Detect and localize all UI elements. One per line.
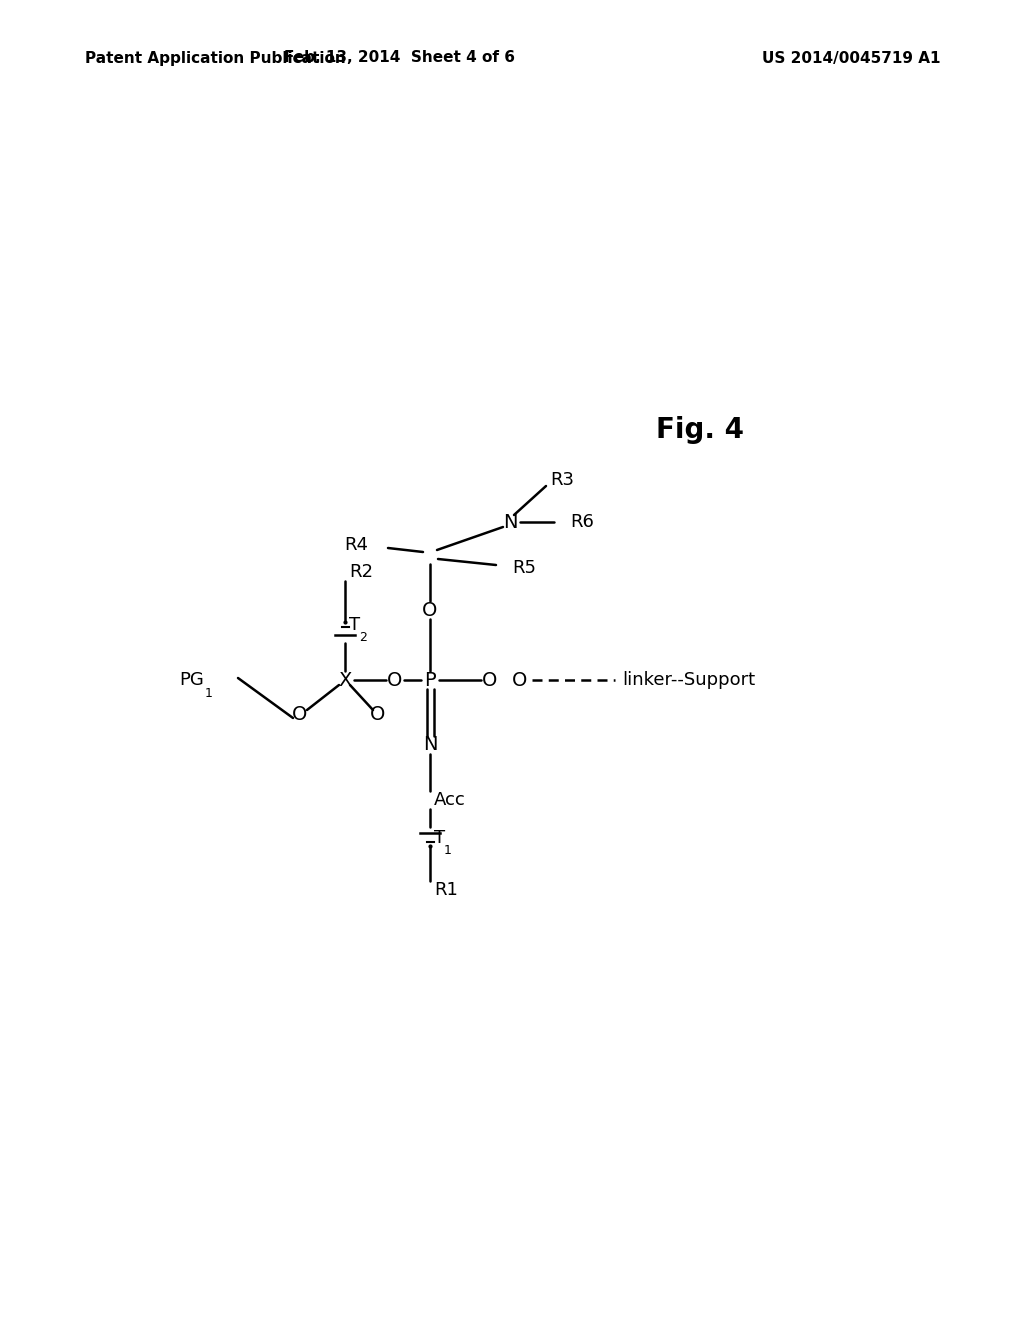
Text: T: T: [349, 616, 360, 634]
Text: T: T: [434, 829, 445, 847]
Text: Acc: Acc: [434, 791, 466, 809]
Text: O: O: [482, 671, 498, 689]
Text: R6: R6: [570, 513, 594, 531]
Text: N: N: [423, 735, 437, 755]
Text: N: N: [503, 512, 517, 532]
Text: R5: R5: [512, 558, 536, 577]
Text: 1: 1: [444, 843, 452, 857]
Text: R1: R1: [434, 880, 458, 899]
Text: O: O: [422, 601, 437, 619]
Text: P: P: [424, 671, 436, 689]
Text: 2: 2: [359, 631, 367, 644]
Text: O: O: [371, 705, 386, 725]
Text: PG: PG: [179, 671, 204, 689]
Text: Feb. 13, 2014  Sheet 4 of 6: Feb. 13, 2014 Sheet 4 of 6: [285, 50, 515, 66]
Text: R2: R2: [349, 564, 373, 581]
Text: R3: R3: [550, 471, 574, 488]
Text: US 2014/0045719 A1: US 2014/0045719 A1: [762, 50, 940, 66]
Text: linker--Support: linker--Support: [622, 671, 755, 689]
Text: X: X: [338, 671, 351, 689]
Text: O: O: [387, 671, 402, 689]
Text: O: O: [292, 705, 307, 725]
Text: 1: 1: [205, 686, 213, 700]
Text: O: O: [512, 671, 527, 689]
Text: R4: R4: [344, 536, 368, 554]
Text: Patent Application Publication: Patent Application Publication: [85, 50, 346, 66]
Text: Fig. 4: Fig. 4: [656, 416, 744, 444]
